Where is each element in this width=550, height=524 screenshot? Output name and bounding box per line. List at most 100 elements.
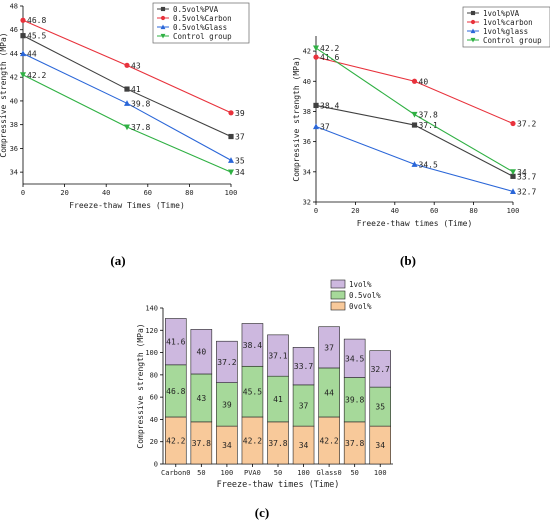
data-label: 42.2 [27, 71, 46, 80]
bar-value-label: 34.5 [345, 354, 364, 363]
y-axis-title: Compressive strength (MPa) [0, 32, 8, 157]
panel-label: (b) [400, 253, 416, 268]
bar-value-label: 37.1 [268, 352, 287, 361]
data-label: 34 [517, 168, 527, 177]
data-label: 42.2 [320, 44, 339, 53]
data-point [313, 123, 319, 130]
data-label: 39 [235, 109, 245, 118]
data-label: 43 [131, 61, 141, 70]
data-point [20, 33, 26, 39]
series-line [315, 126, 514, 192]
legend-label: 0vol% [349, 302, 372, 311]
bar-value-label: 41.6 [166, 338, 185, 347]
series-1: 46.8 43 39 [20, 16, 245, 118]
bar-value-label: 37.8 [192, 439, 211, 448]
data-label: 46.8 [27, 16, 46, 25]
data-point [411, 78, 418, 84]
y-tick-label: 42 [303, 48, 311, 56]
series-line [22, 35, 232, 138]
x-axis-title: Freeze-thaw times (Time) [217, 480, 340, 490]
data-label: 44 [27, 49, 37, 58]
data-label: 37 [235, 133, 245, 142]
legend-label: Control group [173, 32, 232, 41]
legend-marker [470, 19, 476, 25]
data-label: 32.7 [517, 187, 536, 196]
bar-value-label: 33.7 [294, 362, 313, 371]
data-label: 38.4 [320, 101, 339, 110]
bar-value-label: 37.8 [345, 439, 364, 448]
data-point [411, 111, 418, 118]
data-point [20, 72, 26, 79]
data-point [510, 169, 516, 176]
series-line [315, 47, 514, 173]
bar-value-label: 37.8 [268, 439, 287, 448]
bar-segment [241, 323, 264, 367]
bar-segment [369, 350, 392, 388]
bar-value-label: 42.2 [319, 436, 338, 445]
bar-value-label: 34 [375, 441, 385, 450]
data-label: 37.8 [419, 110, 438, 119]
x-tick-label: 0 [21, 189, 25, 197]
bar-value-label: 46.8 [166, 387, 185, 396]
data-label: 34 [235, 168, 245, 177]
x-tick-label: Carbon0 [161, 469, 191, 477]
bar-value-label: 42.2 [243, 436, 262, 445]
data-label: 37 [320, 123, 330, 132]
bar-value-label: 37 [324, 343, 334, 352]
x-tick-label: PVA0 [244, 469, 261, 477]
chart-b: 32 34 36 38 40 42 0 20 40 60 80 100 Freeze-thaw time… [292, 6, 550, 268]
bar-value-label: 38.4 [243, 341, 262, 350]
legend-label: 1vol%glass [483, 27, 528, 36]
bar-value-label: 41 [273, 395, 283, 404]
data-point [510, 188, 516, 195]
legend-marker [470, 28, 476, 34]
y-tick-label: 0 [154, 461, 158, 469]
bar-value-label: 44 [324, 388, 334, 397]
data-label: 40 [419, 77, 429, 86]
legend-marker [470, 10, 476, 16]
panel-label: (a) [110, 253, 125, 268]
legend-swatch [330, 301, 346, 311]
x-tick-label: 100 [507, 207, 520, 215]
data-label: 37.1 [419, 121, 438, 130]
x-tick-label: Glass0 [316, 469, 341, 477]
legend-label: 1vol%carbon [483, 18, 533, 27]
series-0: 45.5 41 37 [20, 32, 245, 142]
x-tick-label: 50 [274, 469, 282, 477]
legend-label: 0.5vol%Glass [173, 23, 227, 32]
y-tick-label: 60 [150, 394, 158, 402]
bar-value-label: 34 [222, 441, 232, 450]
bar-value-label: 42.2 [166, 436, 185, 445]
data-point [228, 133, 234, 140]
series-3: 42.2 37.8 34 [20, 71, 245, 177]
y-tick-label: 32 [303, 199, 311, 207]
bar-value-label: 32.7 [371, 365, 390, 374]
y-tick-label: 40 [150, 416, 158, 424]
data-point [124, 124, 130, 131]
bar-value-label: 37.2 [217, 358, 236, 367]
y-tick-label: 140 [145, 305, 158, 313]
legend-marker [470, 37, 476, 43]
legend-marker [160, 15, 166, 21]
bar-value-label: 43 [197, 394, 207, 403]
data-label: 37.2 [517, 120, 536, 129]
bar-segment [165, 318, 187, 366]
series-2: 37 34.5 32.7 [313, 123, 536, 196]
x-axis-title: Freeze-thaw Times (Time) [69, 201, 185, 210]
chart-c: 0 20 40 60 80 100 120 140 42.2 46.8 41.6 Carbon0 37.… [136, 279, 393, 520]
x-tick-label: 100 [221, 469, 234, 477]
bar-value-label: 34 [299, 441, 309, 450]
bar-segment [190, 329, 213, 375]
x-tick-label: 20 [351, 207, 359, 215]
data-label: 35 [235, 156, 245, 165]
series-line [22, 52, 232, 161]
bar-segment [343, 338, 366, 378]
x-tick-label: 20 [60, 189, 68, 197]
data-label: 39.8 [131, 99, 150, 108]
legend-marker [160, 24, 166, 30]
x-axis-title: Freeze-thaw times (Time) [357, 219, 473, 228]
y-tick-label: 40 [10, 97, 18, 105]
data-point [124, 62, 130, 68]
legend-label: 0.5vol%PVA [173, 5, 219, 14]
